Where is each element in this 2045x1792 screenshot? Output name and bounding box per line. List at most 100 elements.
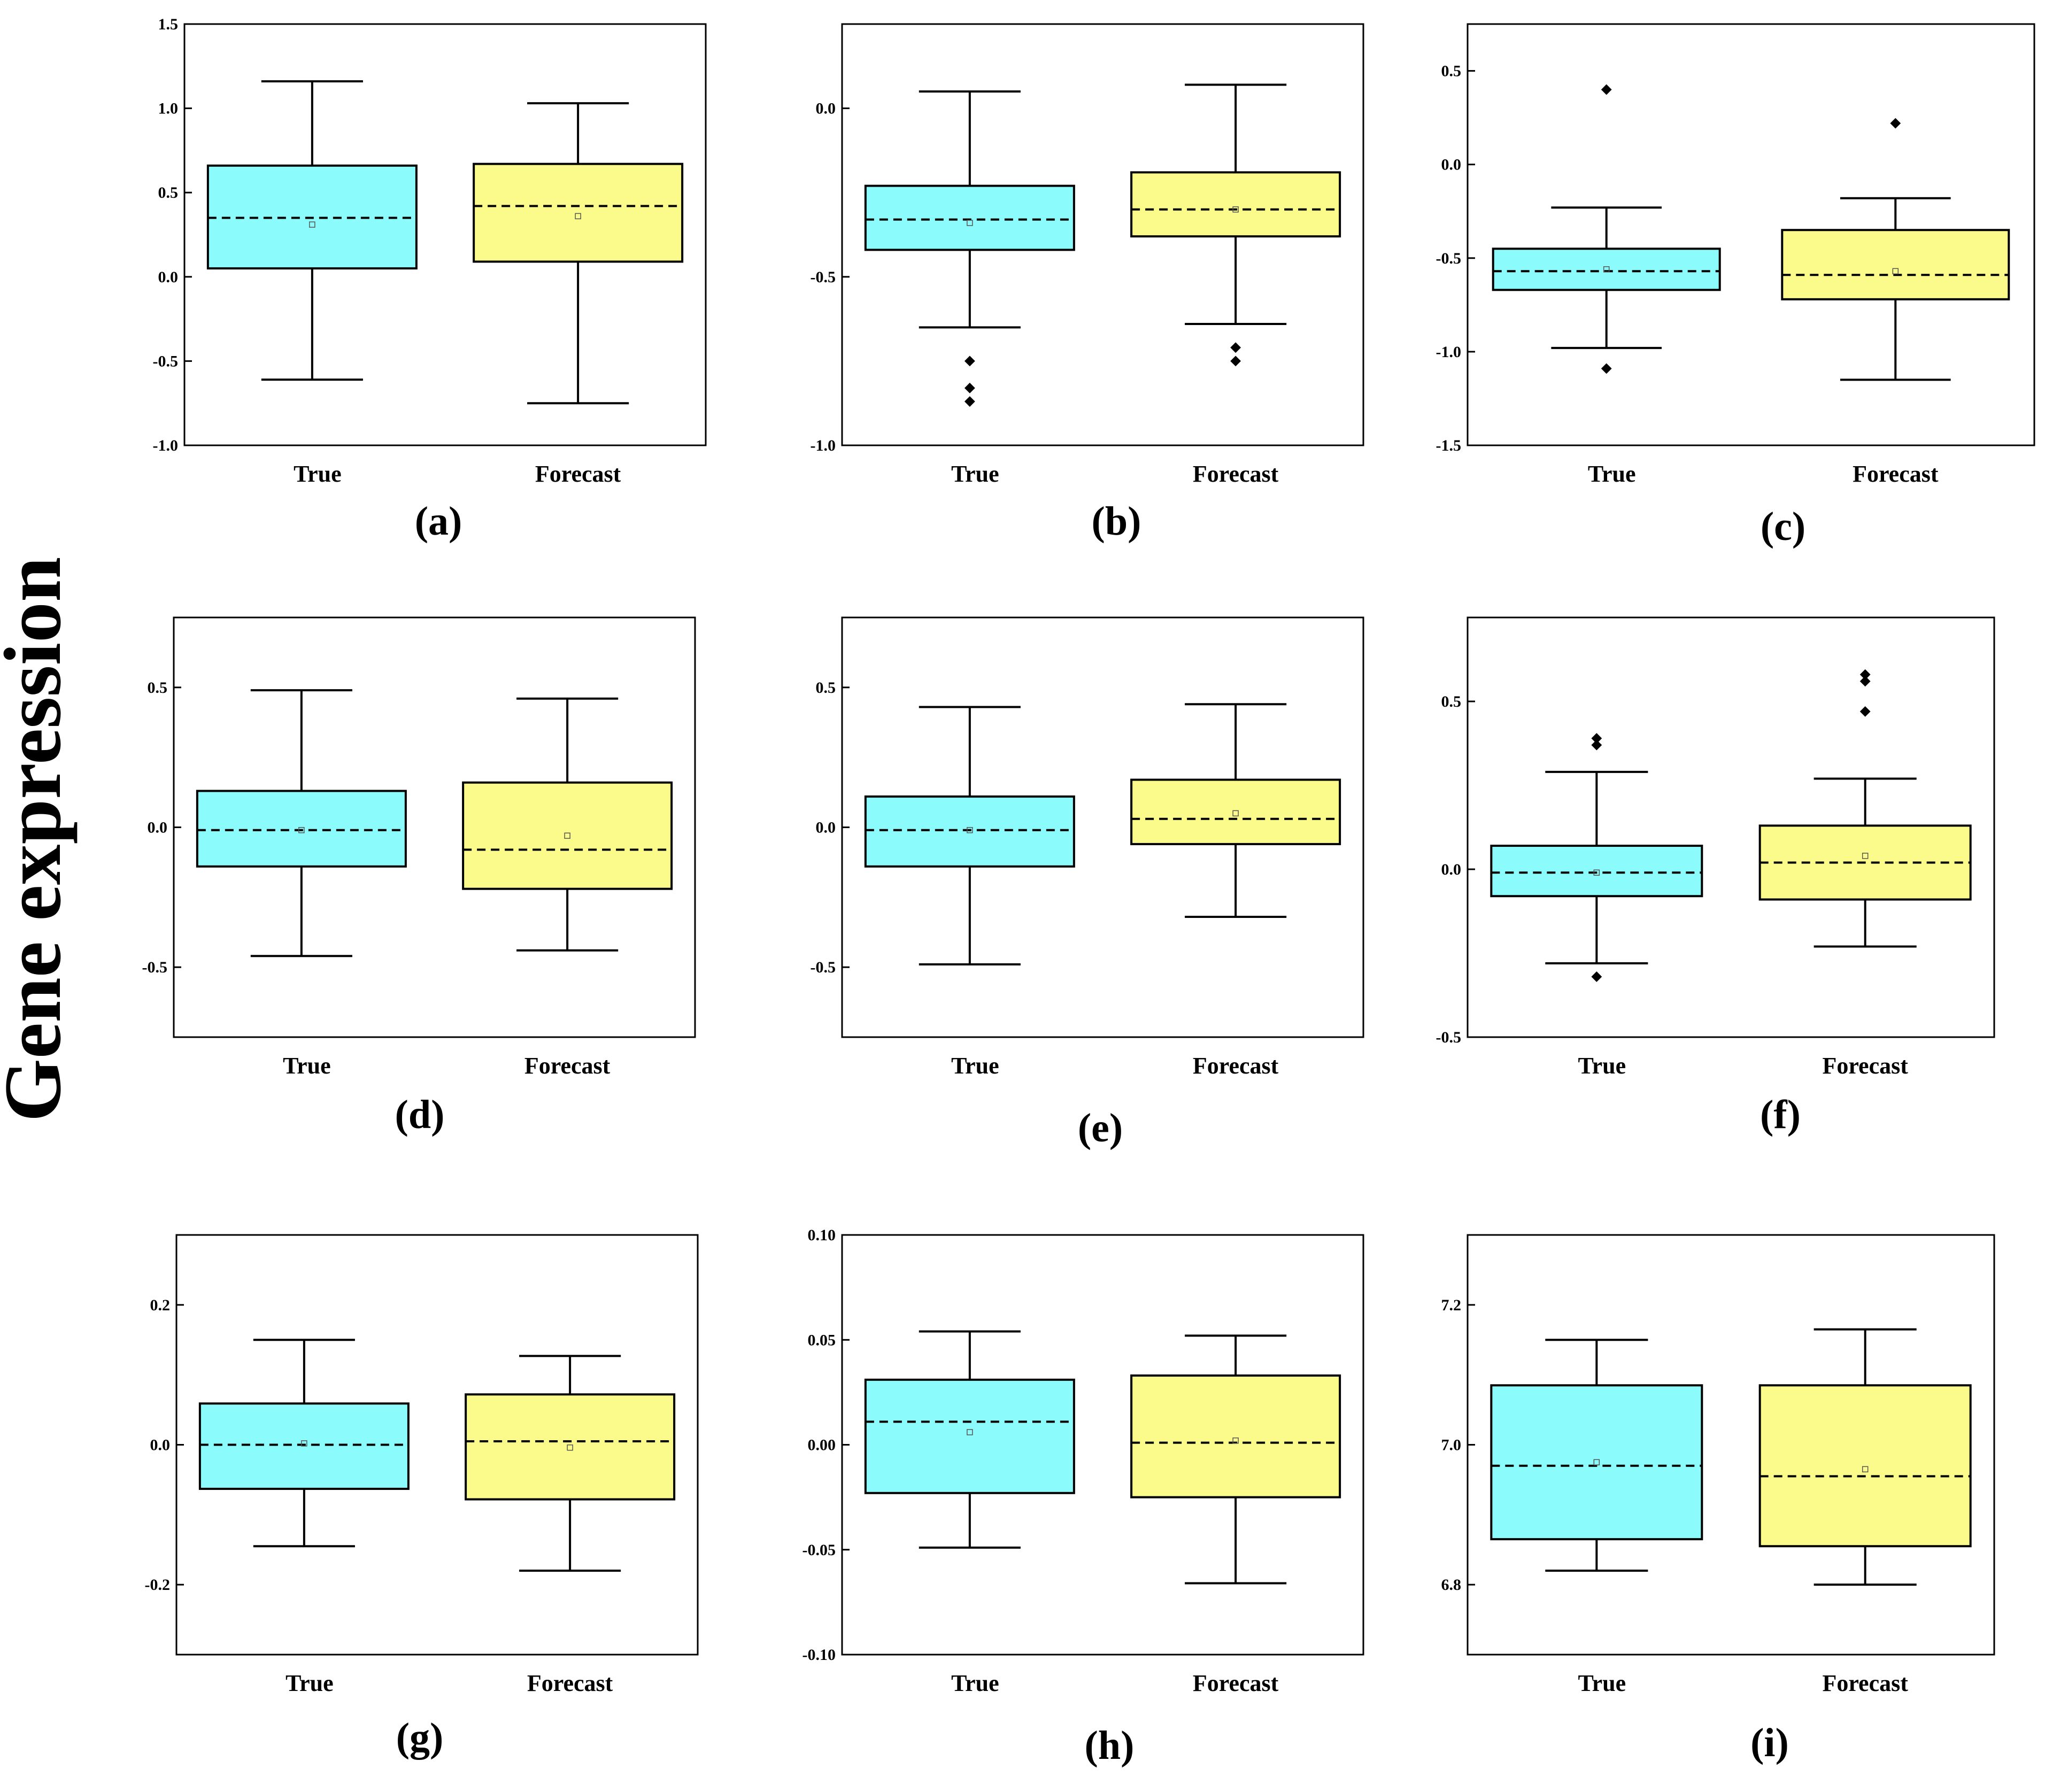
panel-label: (i) xyxy=(1750,1720,1789,1765)
category-label: Forecast xyxy=(535,461,621,487)
outlier-point xyxy=(1591,971,1602,982)
y-tick-label: 0.0 xyxy=(816,819,836,837)
true-box xyxy=(1490,1339,1703,1572)
y-tick-label: -0.5 xyxy=(142,959,168,976)
outlier-point xyxy=(1859,669,1871,680)
panel-label: (b) xyxy=(1092,499,1141,544)
plot-frame xyxy=(1467,23,2035,446)
outlier-point xyxy=(964,382,975,393)
true-box xyxy=(1492,84,1721,374)
mean-marker xyxy=(967,220,973,226)
outlier-point xyxy=(1230,356,1241,367)
y-tick-label: 0.5 xyxy=(1441,693,1462,710)
plot-frame xyxy=(841,23,1364,446)
iqr-box xyxy=(465,1393,676,1501)
iqr-box xyxy=(473,163,684,263)
category-label: Forecast xyxy=(524,1053,611,1079)
iqr-box xyxy=(864,184,1075,251)
panel-1: -1.0 -0.5 0.0 True Forecast (b) xyxy=(811,23,1364,544)
category-label: Forecast xyxy=(1822,1053,1908,1079)
mean-marker xyxy=(1862,1466,1869,1473)
outlier-point xyxy=(1890,118,1901,129)
iqr-box xyxy=(864,795,1075,868)
panel-3: -0.5 0.0 0.5 True Forecast (d) xyxy=(142,616,696,1137)
forecast-box xyxy=(1758,669,1972,948)
y-tick-label: -1.0 xyxy=(153,437,179,454)
y-tick-label: 0.0 xyxy=(816,100,836,118)
forecast-box xyxy=(462,697,673,952)
true-box xyxy=(864,706,1075,965)
category-label: True xyxy=(283,1053,331,1079)
category-label: True xyxy=(1578,1053,1626,1079)
category-label: True xyxy=(1578,1670,1626,1696)
mean-marker xyxy=(1232,206,1239,213)
iqr-box xyxy=(1130,1374,1341,1499)
category-label: Forecast xyxy=(1193,461,1279,487)
forecast-box xyxy=(1781,118,2010,381)
mean-marker xyxy=(1232,1437,1239,1444)
outlier-point xyxy=(1601,84,1612,95)
panel-label: (d) xyxy=(395,1092,445,1137)
forecast-box xyxy=(465,1355,676,1572)
panel-6: -0.2 0.0 0.2 True Forecast (g) xyxy=(145,1234,699,1760)
y-tick-label: 0.0 xyxy=(158,268,179,286)
y-tick-label: -0.2 xyxy=(145,1576,171,1594)
y-tick-label: -0.5 xyxy=(1436,1029,1462,1046)
true-box xyxy=(206,80,418,381)
forecast-box xyxy=(1758,1328,1972,1586)
panel-2: -1.5 -1.0 -0.5 0.0 0.5 True Forecast (c) xyxy=(1436,23,2035,549)
iqr-box xyxy=(462,781,673,890)
mean-marker xyxy=(967,1429,973,1435)
y-tick-label: 0.5 xyxy=(148,679,168,697)
iqr-box xyxy=(196,790,407,868)
outlier-point xyxy=(1601,363,1612,374)
forecast-box xyxy=(1130,83,1341,367)
panel-label: (f) xyxy=(1760,1092,1801,1137)
y-tick-label: 7.2 xyxy=(1441,1296,1462,1314)
y-tick-label: 0.10 xyxy=(808,1226,836,1244)
category-label: True xyxy=(1588,461,1636,487)
y-tick-label: 0.5 xyxy=(816,679,836,697)
y-tick-label: -0.10 xyxy=(802,1646,836,1664)
y-tick-label: -0.5 xyxy=(153,352,179,370)
category-label: True xyxy=(951,1053,999,1079)
panel-label: (h) xyxy=(1085,1723,1135,1768)
y-tick-label: 0.0 xyxy=(148,819,168,837)
mean-marker xyxy=(1603,266,1610,273)
y-tick-label: -0.5 xyxy=(811,959,836,976)
panel-8: 6.8 7.0 7.2 True Forecast (i) xyxy=(1441,1234,1995,1765)
forecast-box xyxy=(1130,703,1341,918)
category-label: Forecast xyxy=(1193,1053,1279,1079)
y-tick-label: 0.0 xyxy=(150,1436,171,1454)
mean-marker xyxy=(1862,853,1869,859)
outlier-point xyxy=(1591,739,1602,751)
category-label: Forecast xyxy=(527,1670,613,1696)
true-box xyxy=(864,90,1075,407)
y-tick-label: -1.0 xyxy=(1436,343,1462,361)
mean-marker xyxy=(309,221,315,228)
category-label: True xyxy=(294,461,342,487)
category-label: True xyxy=(951,1670,999,1696)
iqr-box xyxy=(1130,171,1341,238)
iqr-box xyxy=(864,1378,1075,1494)
mean-marker xyxy=(298,827,305,833)
mean-marker xyxy=(1892,268,1899,275)
y-tick-label: 0.5 xyxy=(158,184,179,202)
panel-label: (a) xyxy=(415,499,462,544)
outlier-point xyxy=(964,396,975,407)
true-box xyxy=(1490,733,1703,982)
plot-frame xyxy=(1467,616,1995,1038)
panel-0: -1.0 -0.5 0.0 0.5 1.0 1.5 True Forecast (a) xyxy=(153,16,707,544)
true-box xyxy=(864,1330,1075,1549)
y-tick-label: 1.5 xyxy=(158,16,179,33)
mean-marker xyxy=(567,1444,573,1451)
iqr-box xyxy=(1490,1384,1703,1541)
y-tick-label: 0.05 xyxy=(808,1331,836,1349)
forecast-box xyxy=(473,102,684,405)
category-label: True xyxy=(951,461,999,487)
outlier-point xyxy=(964,356,975,367)
outlier-point xyxy=(1230,342,1241,353)
outlier-point xyxy=(1591,733,1602,744)
